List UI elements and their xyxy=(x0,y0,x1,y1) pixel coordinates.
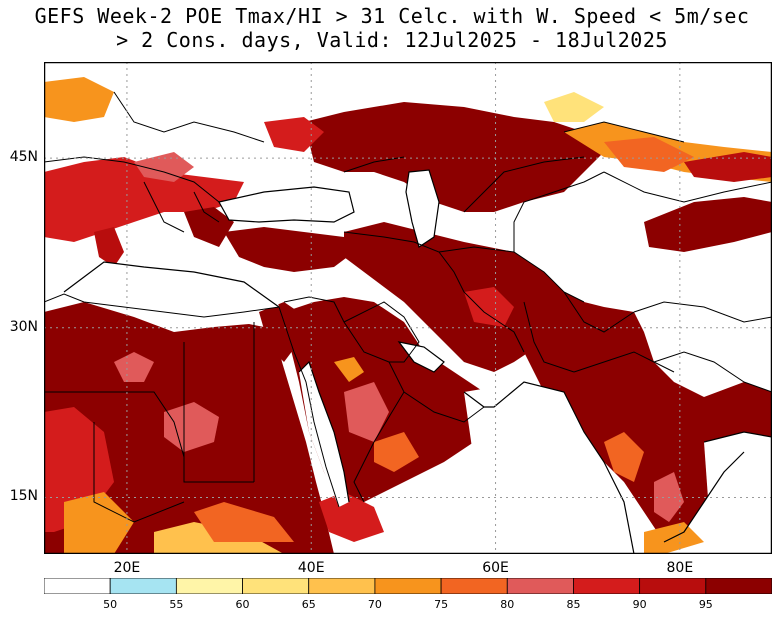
colorbar-swatch xyxy=(639,578,707,594)
graticule xyxy=(44,62,772,554)
colorbar-swatch xyxy=(506,578,574,594)
title-line-2: > 2 Cons. days, Valid: 12Jul2025 - 18Jul… xyxy=(116,28,668,52)
colorbar-level-label: 50 xyxy=(103,598,118,611)
x-tick-label: 20E xyxy=(113,560,141,576)
x-tick-label: 80E xyxy=(666,560,694,576)
probability-map xyxy=(44,62,772,554)
country-boundaries xyxy=(44,91,772,523)
colorbar-swatch xyxy=(308,578,376,594)
colorbar-swatch xyxy=(242,578,310,594)
colorbar-level-label: 95 xyxy=(698,598,713,611)
x-tick-label: 40E xyxy=(297,560,325,576)
colorbar-swatch xyxy=(573,578,641,594)
map-frame xyxy=(44,62,772,554)
coastlines xyxy=(63,169,772,554)
y-tick-label: 30N xyxy=(9,318,38,335)
colorbar-level-label: 90 xyxy=(632,598,647,611)
colorbar-level-label: 55 xyxy=(169,598,184,611)
colorbar-swatch xyxy=(374,578,442,594)
colorbar-level-label: 85 xyxy=(566,598,581,611)
colorbar-level-label: 75 xyxy=(434,598,449,611)
y-tick-label: 15N xyxy=(9,488,38,505)
x-tick-label: 60E xyxy=(482,560,509,576)
colorbar-swatch xyxy=(44,578,111,594)
title-line-1: GEFS Week-2 POE Tmax/HI > 31 Celc. with … xyxy=(34,4,750,28)
colorbar xyxy=(44,578,772,594)
colorbar-swatch xyxy=(705,578,772,594)
colorbar-swatch xyxy=(109,578,177,594)
colorbar-swatch xyxy=(440,578,508,594)
y-tick-label: 45N xyxy=(9,149,38,166)
colorbar-swatch xyxy=(175,578,243,594)
colorbar-level-label: 65 xyxy=(301,598,316,611)
colorbar-level-label: 80 xyxy=(500,598,515,611)
colorbar-level-label: 70 xyxy=(367,598,382,611)
colorbar-level-label: 60 xyxy=(235,598,250,611)
